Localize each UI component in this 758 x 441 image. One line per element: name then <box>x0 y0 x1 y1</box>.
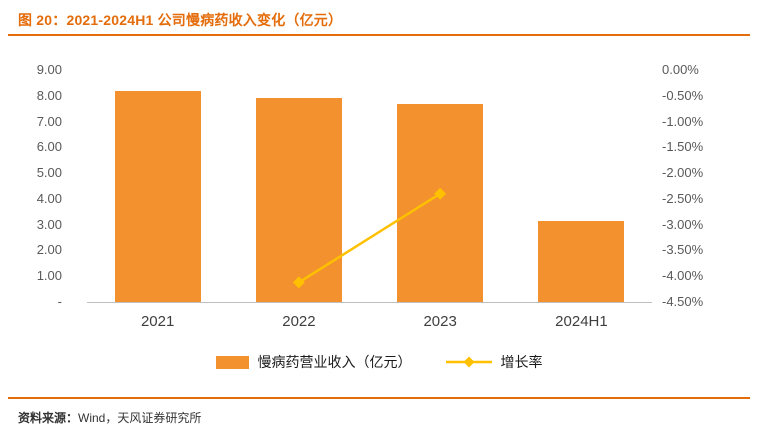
revenue-bar-swatch <box>215 355 249 369</box>
x-axis-label-2022: 2022 <box>282 313 316 330</box>
right-axis-tick-label: -1.00% <box>662 113 704 129</box>
bar-2024H1 <box>538 220 625 302</box>
bar-2021 <box>114 90 201 302</box>
growth-rate-line <box>292 187 447 289</box>
left-axis-tick-label: 6.00 <box>36 139 62 155</box>
left-axis-tick-label: 8.00 <box>36 87 62 103</box>
source-label: 资料来源： <box>18 411 79 425</box>
right-axis-tick-label: -0.50% <box>662 87 704 103</box>
left-axis-tick-label: 4.00 <box>36 190 62 206</box>
left-axis-tick-label: 2.00 <box>36 242 62 258</box>
source-note: 资料来源：Wind，天风证券研究所 <box>8 397 750 426</box>
figure-header: 图 20：2021-2024H1 公司慢病药收入变化（亿元） <box>8 0 750 36</box>
legend-item-growth: 增长率 <box>445 352 543 372</box>
right-axis-tick-label: -1.50% <box>662 139 704 155</box>
growth-rate-marker <box>434 187 447 200</box>
x-axis-label-2024H1: 2024H1 <box>555 313 608 330</box>
legend-label-revenue: 慢病药营业收入（亿元） <box>257 354 412 370</box>
right-axis-tick-label: -3.50% <box>662 242 704 258</box>
x-axis-line <box>87 302 652 303</box>
left-axis-tick-label: 3.00 <box>36 216 62 232</box>
chart-legend: 慢病药营业收入（亿元） 增长率 <box>0 352 758 372</box>
left-axis-tick-label: 1.00 <box>36 268 62 284</box>
bar-2023 <box>397 103 484 302</box>
growth-line-swatch <box>445 356 492 368</box>
left-axis-tick-label: 7.00 <box>36 113 62 129</box>
right-axis-tick-label: 0.00% <box>662 62 699 77</box>
legend-item-revenue: 慢病药营业收入（亿元） <box>215 352 412 372</box>
right-axis-tick-label: -3.00% <box>662 216 704 232</box>
right-axis-tick-label: -2.00% <box>662 165 704 181</box>
left-axis-tick-label: - <box>57 294 62 309</box>
legend-label-growth: 增长率 <box>500 354 543 370</box>
x-axis-label-2023: 2023 <box>423 313 457 330</box>
left-axis-tick-label: 9.00 <box>36 62 62 77</box>
x-axis-label-2021: 2021 <box>140 313 175 330</box>
source-text: Wind，天风证券研究所 <box>78 411 202 425</box>
right-axis-tick-label: -4.00% <box>662 268 704 284</box>
figure-title: 图 20：2021-2024H1 公司慢病药收入变化（亿元） <box>18 12 343 28</box>
right-axis-tick-label: -2.50% <box>662 190 704 206</box>
bar-2022 <box>255 98 342 302</box>
left-axis-tick-label: 5.00 <box>36 165 62 181</box>
right-axis-tick-label: -4.50% <box>662 294 704 309</box>
growth-rate-polyline <box>298 192 441 284</box>
growth-rate-marker <box>292 276 305 289</box>
